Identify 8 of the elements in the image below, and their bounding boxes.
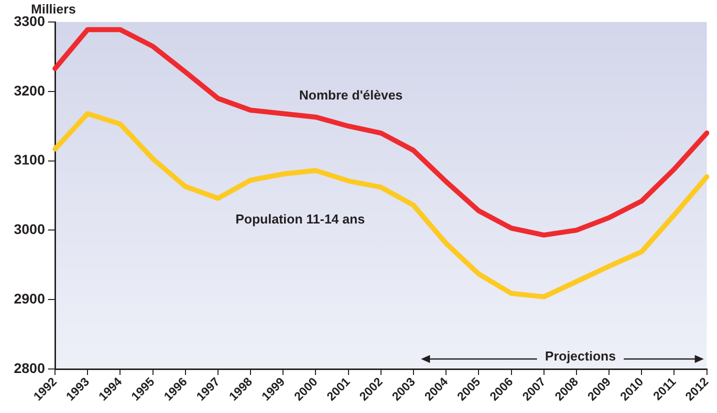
y-tick-label: 2800 xyxy=(14,360,46,376)
y-tick-label: 3100 xyxy=(14,152,46,168)
series-label: Nombre d'élèves xyxy=(299,88,403,103)
series-label: Population 11-14 ans xyxy=(235,212,365,227)
y-tick-label: 3200 xyxy=(14,82,46,98)
y-tick-label: 3000 xyxy=(14,221,46,238)
y-tick-label: 2900 xyxy=(14,290,46,306)
annotation: Projections xyxy=(545,348,616,364)
